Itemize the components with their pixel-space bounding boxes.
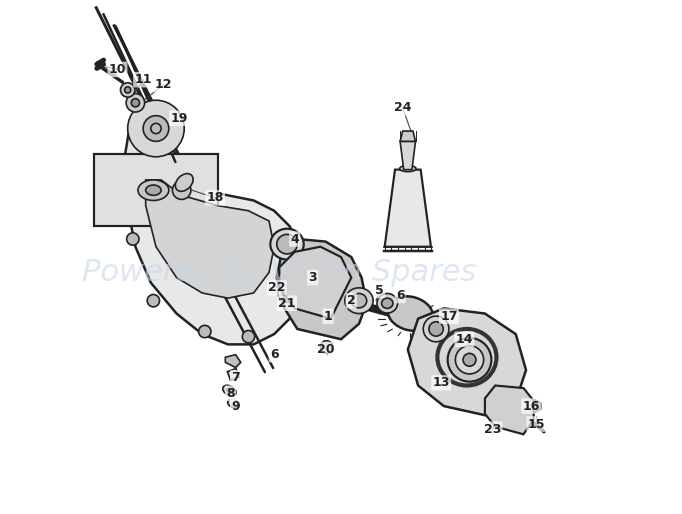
Text: 10: 10 bbox=[108, 63, 126, 76]
Polygon shape bbox=[530, 400, 541, 412]
Circle shape bbox=[173, 181, 191, 199]
Ellipse shape bbox=[463, 354, 476, 366]
Text: 1: 1 bbox=[324, 309, 333, 323]
Text: 12: 12 bbox=[155, 78, 173, 91]
Text: 18: 18 bbox=[207, 191, 224, 205]
Polygon shape bbox=[125, 123, 305, 344]
Polygon shape bbox=[485, 386, 534, 434]
Text: 16: 16 bbox=[522, 399, 540, 413]
Text: 6: 6 bbox=[270, 348, 278, 361]
Circle shape bbox=[126, 94, 145, 112]
Text: 11: 11 bbox=[134, 73, 152, 86]
Ellipse shape bbox=[424, 316, 449, 342]
Ellipse shape bbox=[429, 322, 443, 336]
Text: 3: 3 bbox=[308, 271, 317, 284]
Text: 4: 4 bbox=[291, 232, 299, 246]
Circle shape bbox=[242, 331, 254, 343]
Text: 17: 17 bbox=[440, 309, 458, 323]
Text: 6: 6 bbox=[396, 289, 404, 302]
Ellipse shape bbox=[382, 298, 393, 308]
Text: 13: 13 bbox=[432, 376, 450, 390]
Circle shape bbox=[125, 87, 131, 93]
Ellipse shape bbox=[400, 166, 416, 172]
Circle shape bbox=[278, 284, 296, 302]
Circle shape bbox=[128, 100, 184, 157]
Ellipse shape bbox=[226, 388, 233, 393]
Circle shape bbox=[147, 295, 160, 307]
Ellipse shape bbox=[146, 185, 161, 195]
Circle shape bbox=[532, 403, 538, 409]
Text: 14: 14 bbox=[456, 333, 473, 346]
Ellipse shape bbox=[377, 293, 398, 313]
Text: 20: 20 bbox=[317, 343, 334, 356]
Circle shape bbox=[143, 116, 169, 141]
Text: 24: 24 bbox=[394, 101, 411, 115]
Polygon shape bbox=[146, 180, 274, 298]
Polygon shape bbox=[385, 170, 431, 247]
Polygon shape bbox=[277, 239, 367, 339]
Ellipse shape bbox=[456, 346, 484, 374]
Text: 15: 15 bbox=[528, 417, 545, 431]
Ellipse shape bbox=[175, 174, 193, 191]
Text: 8: 8 bbox=[226, 387, 235, 400]
Polygon shape bbox=[400, 141, 415, 170]
Ellipse shape bbox=[277, 234, 297, 254]
Bar bbox=[94, 154, 218, 226]
Circle shape bbox=[198, 325, 211, 338]
Text: Powered by Vision Spares: Powered by Vision Spares bbox=[82, 258, 477, 287]
Ellipse shape bbox=[228, 399, 239, 408]
Circle shape bbox=[321, 341, 333, 353]
Polygon shape bbox=[400, 131, 415, 141]
Ellipse shape bbox=[447, 338, 491, 381]
Ellipse shape bbox=[387, 297, 433, 331]
Ellipse shape bbox=[270, 229, 303, 260]
Text: 7: 7 bbox=[231, 371, 240, 384]
Bar bbox=[227, 369, 239, 380]
Text: 19: 19 bbox=[170, 112, 188, 125]
Text: 21: 21 bbox=[278, 297, 296, 310]
Text: 22: 22 bbox=[268, 281, 286, 295]
Text: 5: 5 bbox=[375, 284, 384, 297]
Ellipse shape bbox=[138, 180, 169, 200]
Circle shape bbox=[132, 99, 140, 107]
Polygon shape bbox=[225, 355, 241, 368]
Text: 2: 2 bbox=[347, 294, 355, 307]
Polygon shape bbox=[408, 308, 526, 416]
Text: 23: 23 bbox=[484, 423, 501, 436]
Ellipse shape bbox=[345, 288, 373, 314]
Circle shape bbox=[121, 83, 135, 97]
Text: 9: 9 bbox=[231, 399, 240, 413]
Ellipse shape bbox=[223, 386, 236, 396]
Ellipse shape bbox=[297, 260, 313, 275]
Ellipse shape bbox=[351, 293, 367, 308]
Circle shape bbox=[127, 233, 139, 245]
Polygon shape bbox=[280, 247, 351, 319]
